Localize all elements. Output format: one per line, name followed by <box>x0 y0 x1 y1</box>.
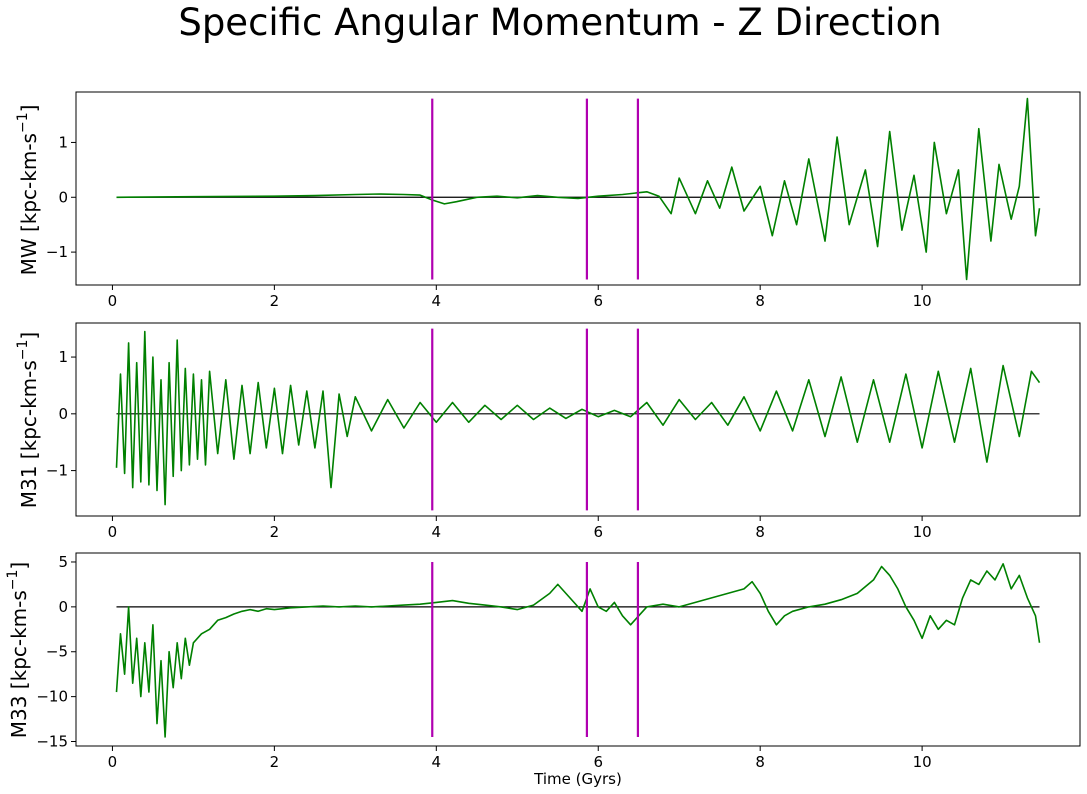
x-tick-label-m31-2: 4 <box>432 523 442 541</box>
figure-title: Specific Angular Momentum - Z Direction <box>178 1 941 44</box>
x-tick-label-mw-4: 8 <box>755 292 765 310</box>
x-tick-label-m33-4: 8 <box>755 753 765 771</box>
series-line-m31 <box>115 330 1041 506</box>
x-axis-label: Time (Gyrs) <box>533 770 622 788</box>
series-line-m33 <box>115 562 1041 738</box>
panel-m33: M33 [kpc-km-s−1] Time (Gyrs) 0 2 4 6 8 10 −15 −… <box>5 552 1081 788</box>
y-axis-label-mw: MW [kpc-km-s−1] <box>15 105 41 276</box>
x-tick-label-m31-0: 0 <box>108 523 118 541</box>
x-tick-label-m33-0: 0 <box>108 753 118 771</box>
panel-mw: MW [kpc-km-s−1] 0 2 4 6 8 10 −1 0 1 <box>15 91 1081 310</box>
x-tick-label-m33-3: 6 <box>593 753 603 771</box>
y-tick-label-m33-0: −15 <box>36 733 68 751</box>
y-axis-label-m33: M33 [kpc-km-s−1] <box>5 562 31 739</box>
x-tick-label-m31-5: 10 <box>913 523 932 541</box>
y-tick-label-m33-1: −10 <box>36 688 68 706</box>
y-tick-label-m31-1: 0 <box>58 405 68 423</box>
x-tick-label-mw-1: 2 <box>270 292 280 310</box>
y-tick-label-mw-2: 1 <box>58 133 68 151</box>
axes-frame-m33 <box>75 552 1081 747</box>
x-tick-label-mw-5: 10 <box>913 292 932 310</box>
y-tick-label-m33-2: −5 <box>46 643 68 661</box>
y-tick-label-m33-3: 0 <box>58 598 68 616</box>
y-tick-label-mw-0: −1 <box>46 243 68 261</box>
y-tick-label-m31-0: −1 <box>46 462 68 480</box>
x-tick-label-m33-5: 10 <box>913 753 932 771</box>
x-tick-label-m31-4: 8 <box>755 523 765 541</box>
y-tick-label-m31-2: 1 <box>58 348 68 366</box>
panel-m31: M31 [kpc-km-s−1] 0 2 4 6 8 10 −1 0 1 <box>15 322 1081 541</box>
axes-frame-mw <box>75 91 1081 286</box>
axes-frame-m31 <box>75 322 1081 517</box>
y-tick-label-m33-4: 5 <box>58 553 68 571</box>
x-tick-label-m31-3: 6 <box>593 523 603 541</box>
x-tick-label-m31-1: 2 <box>270 523 280 541</box>
y-tick-label-mw-1: 0 <box>58 188 68 206</box>
x-tick-label-mw-0: 0 <box>108 292 118 310</box>
x-tick-label-mw-3: 6 <box>593 292 603 310</box>
y-axis-label-m31: M31 [kpc-km-s−1] <box>15 332 41 509</box>
x-tick-label-mw-2: 4 <box>432 292 442 310</box>
x-tick-label-m33-2: 4 <box>432 753 442 771</box>
series-line-mw <box>116 97 1041 281</box>
x-tick-label-m33-1: 2 <box>270 753 280 771</box>
